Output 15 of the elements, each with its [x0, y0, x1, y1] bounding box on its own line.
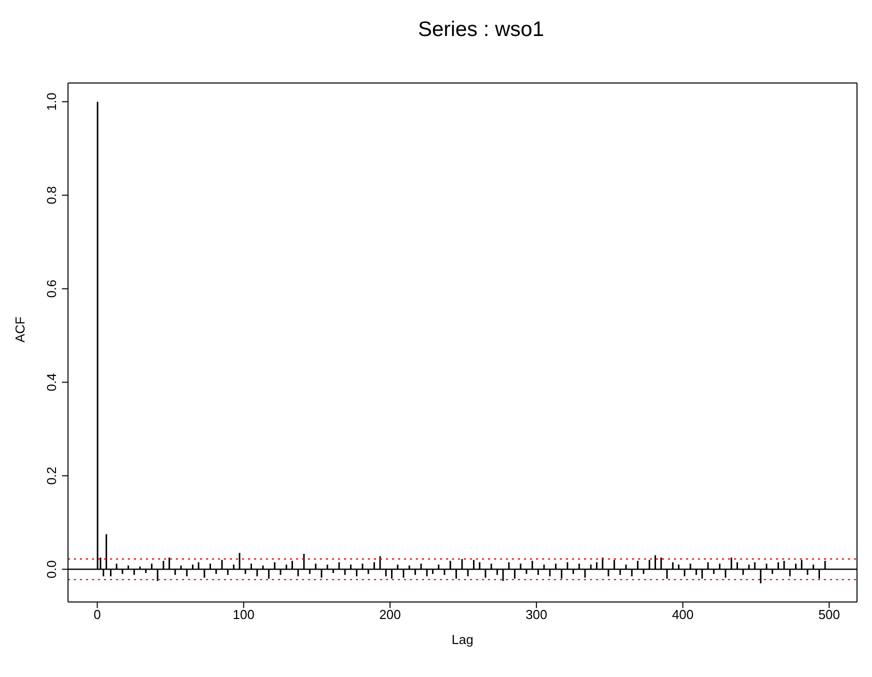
- y-tick-label: 1.0: [44, 92, 59, 111]
- y-axis-title: ACF: [12, 316, 28, 342]
- x-tick-label: 0: [94, 607, 101, 622]
- y-tick-label: 0.2: [44, 466, 59, 485]
- chart-title: Series : wso1: [416, 17, 546, 43]
- y-tick-label: 0.6: [44, 280, 59, 298]
- x-axis-title: Lag: [452, 632, 474, 647]
- y-tick-label: 0.4: [44, 373, 59, 392]
- x-tick-label: 400: [672, 607, 694, 622]
- x-tick-label: 500: [818, 607, 840, 622]
- x-tick-label: 300: [526, 607, 548, 622]
- y-tick-label: 0.8: [44, 186, 59, 204]
- x-tick-label: 200: [379, 607, 401, 622]
- y-tick-label: 0.0: [44, 560, 59, 578]
- x-tick-label: 100: [232, 607, 255, 622]
